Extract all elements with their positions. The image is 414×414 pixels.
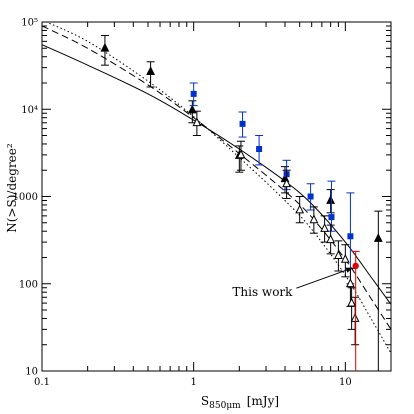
data-point-filled-triangle: [234, 145, 244, 173]
data-point-open-triangle: [282, 169, 292, 199]
y-tick-label: 1000: [13, 192, 38, 203]
marker-triangle: [333, 250, 343, 259]
marker-triangle: [340, 253, 350, 263]
data-point-filled-square: [189, 82, 198, 107]
annotation: This work: [232, 267, 353, 299]
x-axis-label-main: S: [201, 394, 209, 408]
data-point-open-triangle: [320, 215, 330, 243]
data-point-filled-triangle: [373, 210, 383, 371]
x-axis-label-sub: 850μm: [209, 401, 241, 411]
marker-triangle: [326, 195, 336, 204]
data-points: [100, 35, 383, 371]
y-axis-label: N(>S)/degree²: [5, 143, 19, 233]
marker-square: [190, 90, 197, 97]
marker-triangle: [350, 313, 360, 322]
data-point-open-triangle: [347, 287, 357, 330]
y-tick-label: 10⁴: [21, 105, 38, 116]
data-point-open-triangle: [236, 140, 246, 171]
marker-triangle: [146, 66, 156, 75]
data-point-filled-square: [238, 111, 247, 138]
model-curve-dotted: [44, 22, 391, 354]
y-tick-label: 100: [19, 279, 38, 290]
axis-labels: S850μm [mJy] N(>S)/degree²: [5, 143, 279, 411]
marker-square: [239, 120, 246, 127]
data-point-filled-circle: [351, 250, 360, 371]
data-point-filled-triangle: [187, 100, 197, 124]
y-tick-label: 10⁵: [21, 18, 38, 29]
data-point-open-triangle: [326, 224, 336, 255]
x-tick-label: 1: [190, 377, 196, 388]
data-point-filled-triangle: [326, 189, 336, 214]
data-point-open-triangle: [350, 296, 360, 346]
marker-triangle: [326, 234, 336, 244]
marker-triangle: [282, 178, 292, 188]
x-tick-label: 10: [339, 377, 352, 388]
data-point-open-triangle: [295, 196, 305, 224]
marker-triangle: [345, 278, 355, 288]
annotation-text: This work: [232, 285, 293, 299]
marker-triangle: [100, 42, 110, 52]
marker-triangle: [295, 204, 305, 214]
marker-triangle: [320, 223, 330, 232]
model-curve-dashed: [42, 25, 391, 330]
x-tick-label: 0.1: [34, 377, 50, 388]
data-point-filled-triangle: [100, 35, 110, 66]
marker-triangle: [236, 149, 246, 159]
model-curve-solid: [42, 44, 391, 305]
plot-frame: 0.1 1 10 10 100 1000 10⁴ 10⁵: [13, 18, 392, 388]
y-tick-label: 10: [25, 367, 38, 378]
data-point-open-triangle: [333, 240, 343, 272]
data-point-filled-triangle: [146, 61, 156, 88]
data-point-filled-square: [306, 183, 315, 211]
data-point-filled-square: [327, 180, 336, 232]
marker-square: [256, 146, 263, 153]
x-axis-label-unit: [mJy]: [247, 394, 279, 408]
plot-border: [41, 21, 392, 372]
data-point-open-triangle: [192, 110, 202, 137]
marker-square: [347, 233, 354, 240]
data-point-open-triangle: [309, 206, 319, 234]
annotation-arrow-line: [296, 267, 353, 289]
marker-triangle: [187, 104, 197, 114]
marker-circle: [352, 262, 359, 270]
marker-triangle: [309, 214, 319, 224]
data-point-filled-square: [255, 135, 264, 166]
marker-triangle: [347, 297, 357, 307]
marker-triangle: [192, 117, 202, 127]
annotation-arrow-head: [345, 267, 353, 273]
x-axis-label: S850μm [mJy]: [201, 394, 279, 411]
marker-square: [328, 214, 335, 221]
marker-triangle: [373, 233, 383, 242]
data-point-open-triangle: [340, 244, 350, 278]
marker-square: [307, 193, 314, 200]
model-curves: [42, 22, 391, 354]
